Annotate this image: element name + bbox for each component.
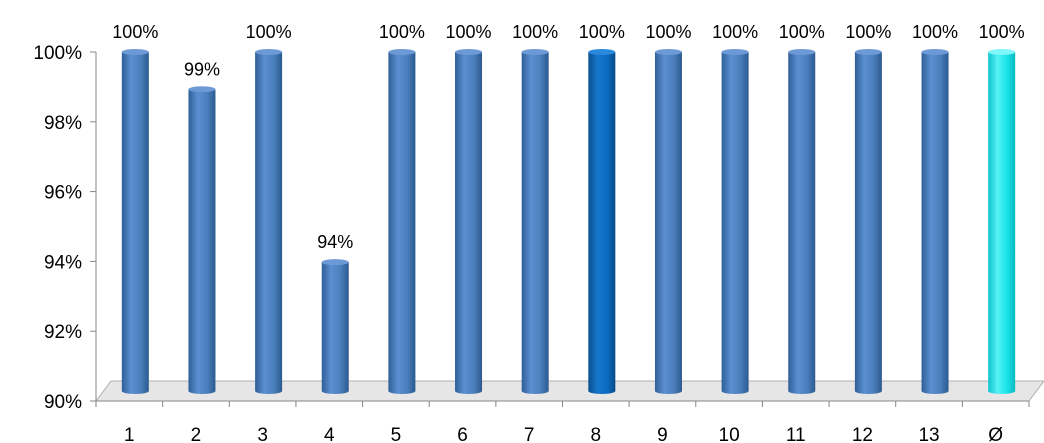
bar-base	[321, 388, 349, 394]
bar-body	[455, 52, 483, 391]
bar-cap	[921, 49, 949, 55]
x-tick-label: 6	[457, 425, 468, 443]
bar-body	[588, 52, 616, 391]
bar-cap	[521, 49, 549, 55]
x-tick-label: 2	[191, 425, 202, 443]
bar-cap	[188, 86, 216, 93]
data-label: 100%	[979, 22, 1025, 42]
bar-base	[721, 388, 749, 394]
x-axis-ticks: 1 2 3 4 5 6 7 8 9 10 11 12 13 Ø	[95, 401, 1030, 443]
data-label: 100%	[845, 22, 891, 42]
data-label: 99%	[184, 59, 220, 79]
bar-base	[921, 388, 949, 394]
bar-body	[788, 52, 816, 391]
bar-cap	[854, 49, 882, 55]
bar-9	[654, 49, 682, 394]
x-tick-label: 12	[852, 425, 873, 443]
bar-cap	[588, 49, 616, 55]
bar-body	[321, 262, 349, 391]
data-label: 100%	[112, 22, 158, 42]
data-label: 94%	[317, 232, 353, 252]
y-tick-label: 92%	[44, 322, 82, 343]
bar-3	[255, 49, 283, 394]
bar-cap	[121, 49, 149, 55]
bar-body	[188, 89, 216, 391]
bar-base	[255, 388, 283, 394]
bar-7	[521, 49, 549, 394]
y-tick-label: 90%	[44, 392, 82, 413]
bar-10	[721, 49, 749, 394]
bar-4	[321, 259, 349, 394]
data-label: 100%	[645, 22, 691, 42]
y-axis-ticks: 90% 92% 94% 96% 98% 100%	[33, 43, 96, 413]
data-label: 100%	[579, 22, 625, 42]
bar-base	[521, 388, 549, 394]
bar-cap	[455, 49, 483, 55]
bar-body	[255, 52, 283, 391]
bar-1	[121, 49, 149, 394]
bar-Ø	[988, 49, 1016, 394]
bar-cap	[388, 49, 416, 55]
data-label: 100%	[912, 22, 958, 42]
bar-base	[788, 388, 816, 394]
bars-group	[121, 49, 1016, 394]
bar-body	[921, 52, 949, 391]
data-label: 100%	[446, 22, 492, 42]
bar-cap	[654, 49, 682, 55]
x-tick-label: 9	[657, 425, 668, 443]
x-tick-label: 3	[257, 425, 268, 443]
data-label: 100%	[712, 22, 758, 42]
bar-body	[988, 52, 1016, 391]
bar-base	[455, 388, 483, 394]
bar-body	[388, 52, 416, 391]
y-tick-label: 94%	[44, 252, 82, 273]
data-label: 100%	[246, 22, 292, 42]
bar-base	[988, 388, 1016, 394]
bar-2	[188, 86, 216, 394]
bar-cap	[321, 259, 349, 266]
chart-floor	[95, 380, 1044, 402]
x-tick-label: 11	[786, 425, 806, 443]
bar-12	[854, 49, 882, 394]
x-tick-label: 5	[391, 425, 402, 443]
bar-body	[521, 52, 549, 391]
bar-8	[588, 49, 616, 394]
bar-cap	[788, 49, 816, 55]
x-tick-label: 1	[124, 425, 135, 443]
x-tick-label: 10	[719, 425, 740, 443]
bar-base	[388, 388, 416, 394]
x-tick-label: Ø	[988, 425, 1003, 443]
bar-13	[921, 49, 949, 394]
data-label: 100%	[379, 22, 425, 42]
bar-body	[721, 52, 749, 391]
y-tick-label: 96%	[44, 183, 82, 204]
bar-5	[388, 49, 416, 394]
x-tick-label: 7	[524, 425, 535, 443]
bar-body	[654, 52, 682, 391]
bar-cap	[988, 49, 1016, 55]
data-label: 100%	[512, 22, 558, 42]
bar-11	[788, 49, 816, 394]
y-tick-label: 100%	[33, 43, 82, 64]
x-tick-label: 4	[324, 425, 335, 443]
bar-base	[121, 388, 149, 394]
x-tick-label: 13	[918, 425, 939, 443]
x-tick-label: 8	[591, 425, 602, 443]
bar-6	[455, 49, 483, 394]
data-labels-group: 100% 99% 100% 94% 100% 100% 100% 100% 100% 100% 10…	[112, 22, 1024, 252]
bar-cap	[721, 49, 749, 55]
data-label: 100%	[779, 22, 825, 42]
bar-body	[854, 52, 882, 391]
bar-base	[654, 388, 682, 394]
y-tick-label: 98%	[44, 113, 82, 134]
bar-cap	[255, 49, 283, 55]
bar-base	[854, 388, 882, 394]
bar-base	[188, 388, 216, 394]
bar-body	[121, 52, 149, 391]
bar-base	[588, 388, 616, 394]
